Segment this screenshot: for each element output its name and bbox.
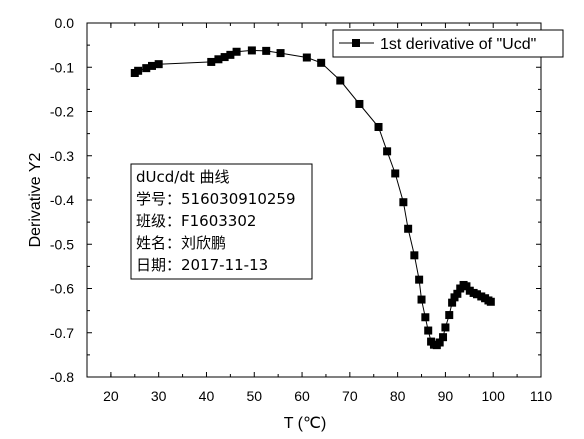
y-tick-label: -0.4 — [50, 192, 74, 208]
x-tick-label: 30 — [151, 388, 167, 404]
data-point — [355, 99, 364, 108]
x-tick-label: 80 — [390, 388, 406, 404]
data-point — [445, 311, 454, 320]
data-point — [226, 50, 235, 59]
data-point — [214, 55, 223, 64]
data-point — [399, 198, 408, 207]
x-tick-label: 90 — [438, 388, 454, 404]
data-point — [383, 147, 392, 156]
y-tick-label: -0.6 — [50, 281, 74, 297]
y-tick-label: -0.5 — [50, 236, 74, 252]
data-point — [374, 122, 383, 131]
data-point — [453, 289, 462, 298]
data-point — [410, 251, 419, 260]
legend: 1st derivative of "Ucd" — [332, 29, 564, 58]
data-point — [220, 53, 229, 62]
x-axis-title: T (℃) — [284, 415, 327, 432]
data-point — [472, 290, 481, 299]
data-point — [441, 323, 450, 332]
y-tick-label: 0.0 — [55, 15, 75, 31]
data-point — [134, 66, 143, 75]
info-name: 姓名：刘欣鹏 — [136, 234, 226, 252]
info-title: dUcd/dt 曲线 — [136, 168, 230, 186]
y-tick-label: -0.3 — [50, 148, 74, 164]
data-point — [317, 58, 326, 67]
y-axis: 0.0 -0.1 -0.2 -0.3 -0.4 -0.5 -0.6 -0.7 -0.8 — [50, 15, 541, 385]
data-point — [336, 76, 345, 85]
data-point — [424, 326, 433, 335]
info-class: 班级：F1603302 — [136, 212, 256, 230]
y-tick-label: -0.2 — [50, 104, 74, 120]
info-box-frame — [130, 163, 313, 280]
data-point — [448, 298, 457, 307]
x-tick-label: 110 — [530, 388, 553, 404]
data-point — [154, 60, 163, 69]
x-tick-label: 70 — [342, 388, 358, 404]
data-point — [142, 64, 151, 73]
x-tick-label: 50 — [246, 388, 262, 404]
data-point — [207, 57, 216, 66]
data-point — [391, 169, 400, 178]
y-tick-label: -0.1 — [50, 59, 74, 75]
legend-marker — [352, 39, 360, 47]
data-point — [486, 297, 495, 306]
info-box: dUcd/dt 曲线 学号：516030910259 班级：F1603302 姓… — [130, 163, 313, 280]
data-point — [421, 313, 430, 322]
data-point — [415, 275, 424, 284]
series-points — [130, 46, 495, 350]
data-point — [276, 49, 285, 58]
data-point — [435, 338, 444, 347]
y-axis-title: Derivative Y2 — [27, 152, 44, 247]
data-point — [232, 47, 241, 56]
data-point — [147, 61, 156, 70]
data-point — [439, 333, 448, 342]
y-tick-label: -0.7 — [50, 325, 74, 341]
info-date: 日期：2017-11-13 — [136, 256, 268, 274]
x-tick-label: 20 — [103, 388, 119, 404]
x-axis: 20 30 40 50 60 70 80 90 100 110 — [103, 23, 552, 404]
info-student-id: 学号：516030910259 — [136, 190, 296, 208]
data-point — [462, 282, 471, 291]
x-tick-label: 60 — [294, 388, 310, 404]
data-point — [262, 46, 271, 55]
data-point — [247, 46, 256, 55]
legend-label: 1st derivative of "Ucd" — [380, 36, 536, 53]
data-point — [302, 53, 311, 62]
x-tick-label: 100 — [482, 388, 506, 404]
x-tick-label: 40 — [199, 388, 215, 404]
data-point — [404, 224, 413, 233]
data-point — [417, 295, 426, 304]
y-tick-label: -0.8 — [50, 369, 74, 385]
